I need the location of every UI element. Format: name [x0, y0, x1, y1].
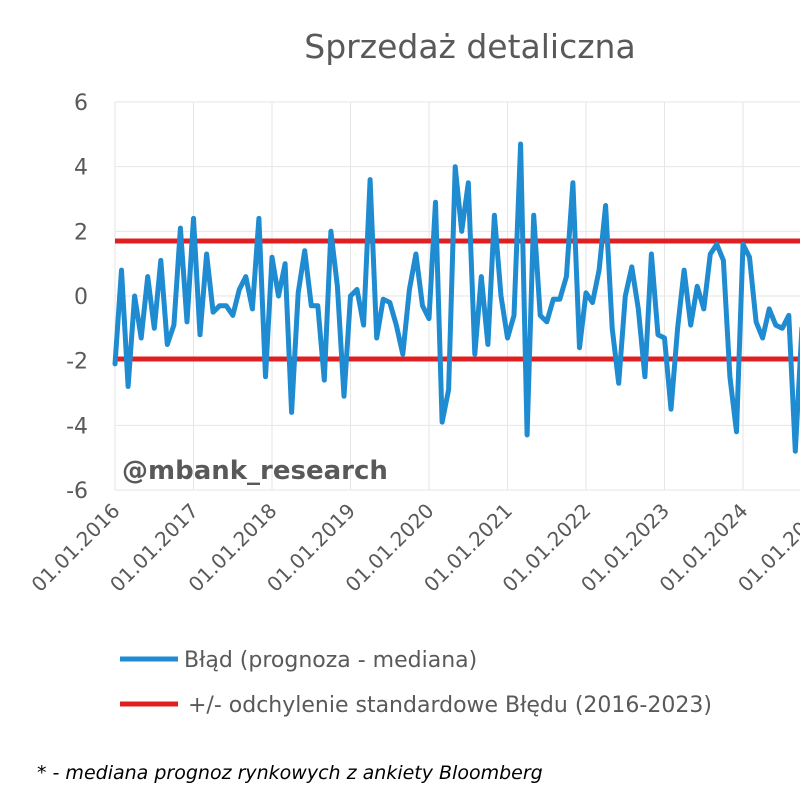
y-tick-label: 4: [74, 156, 88, 181]
legend-label-std: +/- odchylenie standardowe Błędu (2016-2…: [188, 693, 712, 718]
series-lines: [112, 141, 800, 454]
series-line-error: [112, 141, 800, 454]
chart-title: Sprzedaż detaliczna: [304, 27, 635, 66]
std-band-lines: [115, 238, 800, 362]
legend: Błąd (prognoza - mediana) +/- odchylenie…: [120, 648, 712, 718]
footnote: * - mediana prognoz rynkowych z ankiety …: [37, 762, 543, 784]
y-tick-label: -6: [66, 479, 88, 504]
y-tick-label: -4: [66, 414, 88, 439]
y-axis: 6 4 2 0 -2 -4 -6: [66, 91, 88, 504]
x-axis: 01.01.201601.01.201701.01.201801.01.2019…: [27, 499, 800, 597]
y-tick-label: 6: [74, 91, 88, 116]
y-tick-label: 0: [74, 285, 88, 310]
watermark: @mbank_research: [122, 456, 388, 486]
legend-label-error: Błąd (prognoza - mediana): [184, 648, 477, 673]
y-tick-label: -2: [66, 350, 88, 375]
y-tick-label: 2: [74, 220, 88, 245]
